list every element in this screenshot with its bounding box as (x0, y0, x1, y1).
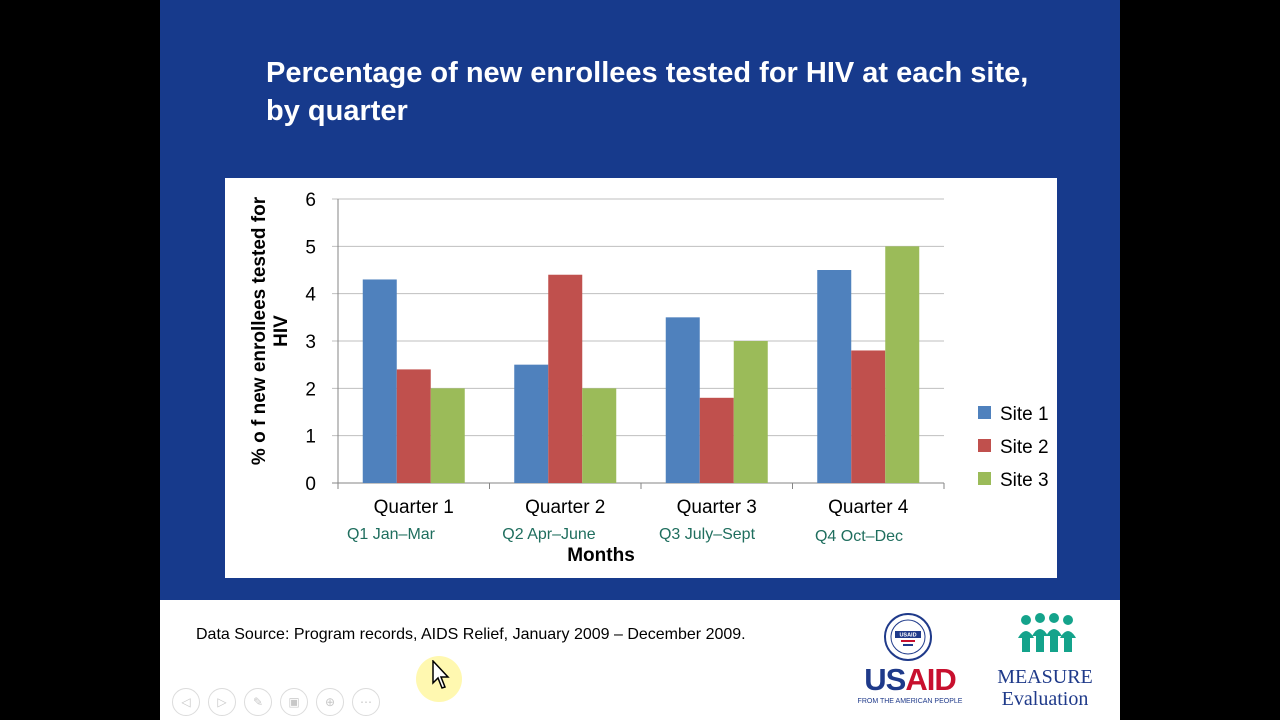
usaid-wordmark: USAID (850, 662, 970, 698)
chevron-right-icon: ▷ (217, 695, 227, 709)
presentation-slide: Percentage of new enrollees tested for H… (160, 0, 1120, 720)
next-slide-button[interactable]: ▷ (208, 688, 236, 716)
legend-label: Site 1 (1000, 404, 1049, 425)
bar-site-2-q1 (396, 369, 431, 483)
chevron-left-icon: ◁ (181, 695, 191, 709)
more-options-button[interactable]: ⋯ (352, 688, 380, 716)
magnifier-icon: ⊕ (324, 695, 336, 709)
mouse-pointer-icon (432, 660, 450, 689)
bar-site-3-q3 (733, 341, 768, 483)
bar-site-3-q1 (430, 388, 465, 483)
bar-site-1-q4 (817, 270, 852, 483)
y-tick-label: 0 (305, 474, 316, 495)
bar-site-2-q2 (548, 274, 583, 483)
people-group-icon (1018, 613, 1076, 652)
usaid-tagline: FROM THE AMERICAN PEOPLE (857, 698, 963, 705)
usaid-wordmark-us: US (864, 662, 906, 697)
bar-site-1-q2 (514, 364, 549, 483)
data-source-note: Data Source: Program records, AIDS Relie… (196, 626, 746, 643)
x-tick-label: Quarter 3 (677, 497, 757, 518)
usaid-seal-icon: USAID (884, 613, 932, 661)
bar-site-1-q3 (665, 317, 700, 483)
bar-chart-panel: 0 1 2 3 4 5 6 % o f new enrollees tested forHIV… (225, 178, 1057, 578)
usaid-logo: USAID USAID FROM THE AMERICAN PEOPLE (850, 610, 970, 710)
slides-icon: ▣ (288, 695, 300, 709)
legend-label: Site 3 (1000, 470, 1049, 491)
bar-site-3-q2 (582, 388, 617, 483)
bar-site-3-q4 (885, 246, 920, 483)
bar-site-2-q3 (699, 397, 734, 483)
y-tick-label: 1 (305, 427, 316, 448)
bar-site-1-q1 (362, 279, 397, 483)
x-tick-label: Quarter 2 (525, 497, 605, 518)
y-tick-label: 3 (305, 332, 316, 353)
ellipsis-icon: ⋯ (360, 695, 372, 709)
y-tick-label: 4 (305, 285, 316, 306)
pen-icon: ✎ (252, 695, 264, 709)
label-overlay-mask (585, 535, 745, 547)
legend-swatch-site-2 (978, 439, 991, 452)
zoom-button[interactable]: ⊕ (316, 688, 344, 716)
bar-site-2-q4 (851, 350, 886, 483)
measure-wordmark: MEASURE (997, 666, 1093, 688)
legend-swatch-site-1 (978, 406, 991, 419)
quarter-range-label: Q2 Apr–June (502, 526, 596, 543)
y-tick-label: 2 (305, 379, 316, 400)
usaid-seal-label: USAID (899, 633, 916, 639)
slide-title: Percentage of new enrollees tested for H… (266, 57, 1029, 127)
usaid-wordmark-aid: AID (905, 662, 956, 697)
pen-tool-button[interactable]: ✎ (244, 688, 272, 716)
previous-slide-button[interactable]: ◁ (172, 688, 200, 716)
y-tick-label: 6 (305, 190, 316, 211)
y-tick-label: 5 (305, 237, 316, 258)
measure-evaluation-logo: MEASURE Evaluation (990, 610, 1100, 710)
slideshow-controls: ◁ ▷ ✎ ▣ ⊕ ⋯ (172, 688, 380, 716)
quarter-range-label: Q4 Oct–Dec (815, 528, 903, 545)
x-axis-label: Months (567, 545, 635, 566)
y-axis-label: % o f new enrollees tested forHIV (249, 196, 292, 465)
legend-swatch-site-3 (978, 472, 991, 485)
bar-chart: 0 1 2 3 4 5 6 % o f new enrollees tested forHIV… (249, 190, 1049, 576)
legend-label: Site 2 (1000, 437, 1049, 458)
evaluation-wordmark: Evaluation (1001, 688, 1089, 710)
x-tick-label: Quarter 1 (374, 497, 454, 518)
x-tick-label: Quarter 4 (828, 497, 909, 518)
quarter-range-label: Q3 July–Sept (659, 526, 756, 543)
quarter-range-label: Q1 Jan–Mar (347, 526, 436, 543)
slides-button[interactable]: ▣ (280, 688, 308, 716)
